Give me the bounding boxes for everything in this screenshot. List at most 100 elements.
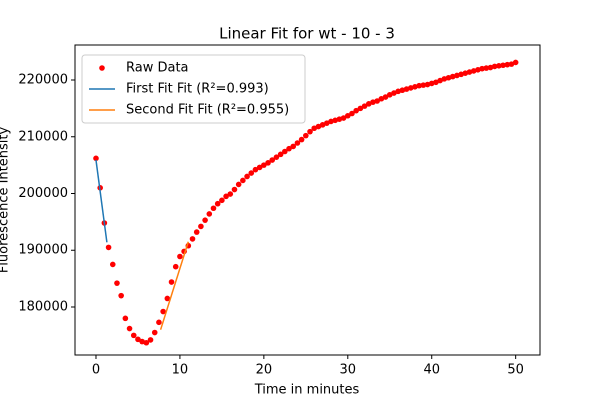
data-point (307, 128, 313, 135)
data-point (462, 70, 469, 77)
data-point (386, 91, 393, 98)
data-point (487, 64, 494, 71)
data-point (424, 81, 431, 88)
x-tick-label: 10 (172, 363, 189, 378)
data-point (315, 123, 322, 130)
data-point (395, 88, 401, 95)
data-point (198, 223, 204, 230)
x-tick-label: 40 (423, 363, 440, 378)
y-tick-label: 180000 (18, 299, 68, 314)
data-point (365, 101, 372, 107)
data-point (416, 82, 422, 89)
data-point (93, 155, 99, 162)
data-point (231, 186, 238, 193)
data-point (437, 77, 443, 84)
y-tick-label: 220000 (18, 73, 68, 88)
x-axis-label: Time in minutes (254, 383, 360, 398)
data-point (336, 116, 343, 122)
data-point (105, 244, 112, 251)
data-point (122, 315, 129, 322)
data-point (512, 59, 519, 66)
data-point (118, 292, 124, 299)
plot-area (74, 44, 541, 356)
chart-title: Linear Fit for wt - 10 - 3 (219, 25, 395, 43)
data-point (202, 217, 208, 223)
data-point (286, 145, 292, 152)
legend-label: First Fit Fit (R²=0.993) (126, 82, 269, 97)
x-tick-label: 50 (507, 363, 524, 378)
data-point (130, 332, 137, 339)
x-tick-label: 0 (92, 363, 100, 378)
data-point (508, 61, 515, 67)
data-point (319, 122, 326, 128)
data-point (227, 191, 234, 197)
data-point (311, 125, 318, 132)
data-point (240, 177, 246, 184)
data-point (458, 71, 464, 78)
data-point (504, 61, 511, 68)
y-tick-label: 200000 (18, 186, 68, 201)
data-point (449, 73, 456, 80)
fit-line (159, 241, 190, 330)
fit-line (95, 159, 108, 243)
data-point (441, 76, 448, 82)
data-point (214, 200, 221, 207)
data-point (135, 336, 141, 343)
data-point (147, 337, 154, 343)
data-point (252, 166, 259, 173)
data-point (399, 87, 406, 94)
data-point (109, 261, 116, 268)
data-point (143, 339, 150, 346)
data-point (269, 157, 276, 163)
data-point (324, 120, 330, 126)
data-point (491, 63, 498, 70)
data-point (412, 84, 418, 90)
data-point (261, 162, 267, 168)
data-point (374, 98, 380, 104)
data-point (193, 229, 200, 235)
data-point (164, 295, 171, 302)
data-point (219, 197, 225, 204)
x-tick-label: 20 (256, 363, 273, 378)
data-point (353, 107, 359, 114)
data-point (428, 80, 435, 87)
data-point (172, 263, 179, 270)
data-point (361, 103, 368, 109)
data-point (160, 308, 166, 315)
data-point (328, 118, 334, 125)
data-point (382, 94, 389, 100)
data-point (483, 65, 490, 71)
data-point (466, 69, 473, 75)
legend-label: Raw Data (126, 61, 189, 76)
y-tick-label: 190000 (18, 243, 68, 258)
data-point (433, 79, 439, 86)
data-point (391, 90, 397, 96)
data-point (298, 136, 305, 143)
data-point (156, 319, 162, 326)
data-point (344, 112, 351, 119)
data-point (349, 110, 355, 117)
x-tick-label: 30 (340, 363, 357, 378)
data-point (256, 164, 263, 171)
data-point (294, 140, 301, 146)
data-point (265, 160, 271, 166)
data-point (273, 154, 280, 160)
data-point (357, 105, 364, 112)
data-point (378, 95, 385, 102)
data-point (332, 117, 338, 124)
data-point (403, 86, 410, 92)
data-point (248, 170, 255, 176)
data-point (340, 115, 347, 121)
data-point (290, 143, 297, 150)
data-point (177, 253, 183, 260)
data-point (370, 99, 376, 105)
data-point (496, 63, 502, 69)
data-point (454, 72, 460, 79)
data-point (206, 211, 213, 217)
data-point (210, 205, 217, 212)
data-point (303, 132, 309, 139)
data-point (282, 148, 288, 155)
y-axis-label: Fluorescence Intensity (0, 127, 12, 274)
data-point (277, 151, 284, 158)
data-point (407, 85, 414, 91)
